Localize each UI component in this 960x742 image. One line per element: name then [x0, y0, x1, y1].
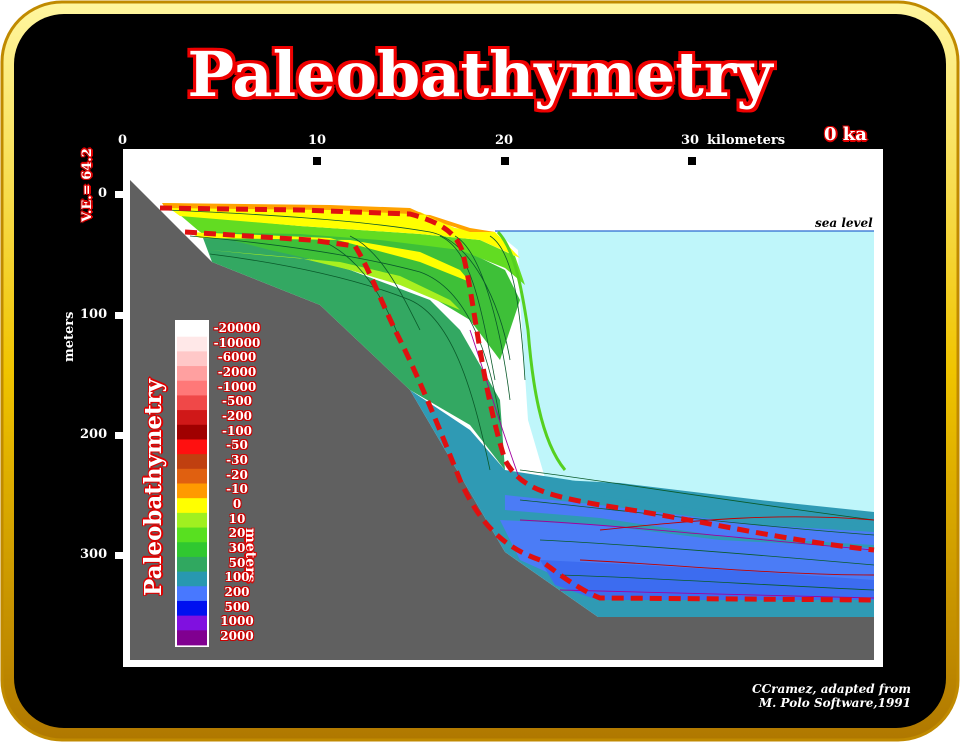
legend-label: 500 — [224, 599, 250, 614]
legend-label: 100 — [224, 570, 250, 585]
x-axis-unit: kilometers — [707, 133, 786, 148]
slide-title: Paleobathymetry — [187, 38, 773, 111]
y-tick-0: 0 — [98, 186, 108, 201]
legend-swatch — [177, 439, 207, 455]
legend-label: -6000 — [217, 350, 257, 365]
legend-labels: -20000 -10000 -6000 -2000 -1000 -500 -200 -100-… — [210, 321, 264, 644]
legend-swatch — [177, 410, 207, 426]
y-tick-200: 200 — [80, 427, 108, 442]
legend-swatch — [177, 527, 207, 543]
legend-swatch — [177, 336, 207, 352]
upper-surface — [159, 205, 875, 553]
legend-label: -30 — [226, 453, 248, 468]
legend-swatches — [177, 322, 207, 646]
y-tick-100: 100 — [80, 307, 108, 322]
legend-label: -10000 — [213, 335, 261, 350]
y-tick-300: 300 — [80, 547, 108, 562]
legend-label: -10 — [226, 482, 248, 497]
y-tick-marks — [115, 191, 123, 559]
credit-line-1: CCramez, adapted from — [752, 682, 911, 696]
legend-swatch — [177, 542, 207, 558]
legend-label: -20 — [226, 467, 248, 482]
legend-swatch — [177, 586, 207, 602]
vertical-exaggeration: V.E.= 64.2 — [80, 148, 95, 222]
legend-label: 0 — [232, 497, 242, 512]
legend-label: -500 — [221, 394, 253, 409]
x-tick-10: 10 — [308, 133, 327, 148]
legend-label: -100 — [221, 423, 253, 438]
time-label: 0 ka — [824, 124, 867, 145]
legend-label: -200 — [221, 409, 253, 424]
lower-surface — [184, 229, 875, 603]
legend-swatch — [177, 322, 207, 338]
legend-swatch — [177, 468, 207, 484]
legend-swatch — [177, 366, 207, 382]
sediment-wedge — [162, 203, 875, 617]
legend-swatch — [177, 600, 207, 617]
legend-label: 2000 — [220, 629, 254, 644]
legend-swatch — [177, 454, 207, 470]
legend-label: -20000 — [213, 321, 261, 335]
sea-level-label: sea level — [815, 216, 873, 230]
credit-line-2: M. Polo Software,1991 — [758, 696, 911, 710]
legend-label: 30 — [228, 541, 246, 556]
x-tick-30: 30 — [681, 133, 700, 148]
highlight-surfaces — [159, 205, 875, 603]
legend-label: 10 — [228, 511, 246, 526]
x-tick-marks — [313, 157, 696, 165]
legend-swatch — [177, 395, 207, 411]
legend-title: Paleobathymetry — [140, 378, 167, 596]
y-axis-unit: meters — [62, 311, 77, 362]
legend-label: 200 — [224, 585, 250, 600]
legend-swatch — [177, 424, 207, 440]
legend-swatch — [177, 571, 207, 587]
sea-water — [495, 231, 874, 527]
legend-label: -1000 — [217, 379, 257, 394]
legend-swatch — [177, 630, 207, 646]
legend-label: -2000 — [217, 365, 257, 380]
legend-swatch — [177, 483, 207, 499]
legend-label: 50 — [228, 555, 246, 570]
legend-swatch — [177, 615, 207, 631]
legend-label: 20 — [228, 526, 246, 541]
legend-swatch — [177, 556, 207, 572]
legend-swatch — [177, 351, 207, 367]
legend-swatch — [177, 498, 207, 514]
basement — [130, 180, 874, 660]
legend-swatch — [177, 380, 207, 396]
legend-label: 1000 — [220, 614, 254, 629]
x-tick-0: 0 — [118, 133, 128, 148]
legend-swatch — [177, 512, 207, 528]
legend-label: -50 — [226, 438, 248, 453]
x-tick-20: 20 — [495, 133, 514, 148]
